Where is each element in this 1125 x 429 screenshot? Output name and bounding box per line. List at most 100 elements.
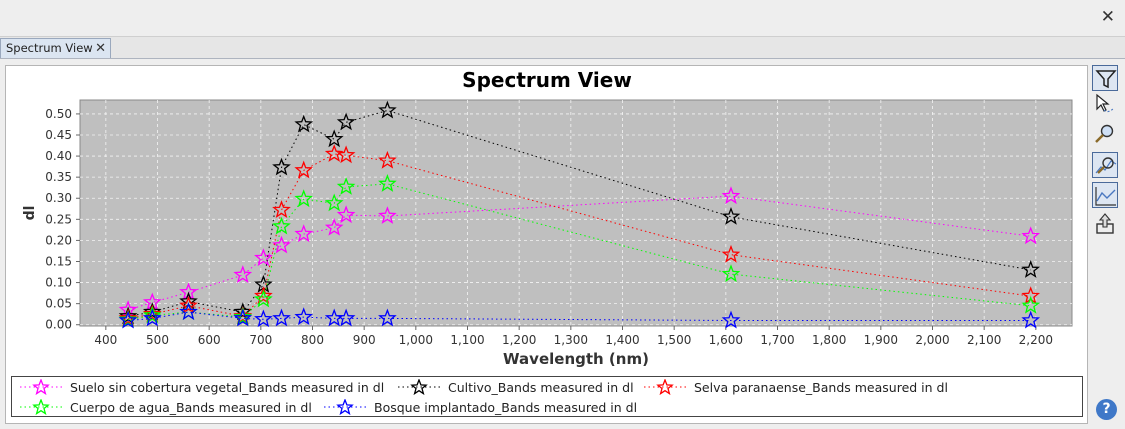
data-point[interactable] <box>142 302 162 321</box>
x-tick-label: 800 <box>301 333 324 347</box>
data-point[interactable] <box>142 304 162 323</box>
chart-title: Spectrum View <box>462 68 632 92</box>
legend-swatch <box>324 399 366 415</box>
x-tick-label: 1,300 <box>554 333 588 347</box>
x-tick-label: 600 <box>198 333 221 347</box>
data-point[interactable] <box>378 100 397 119</box>
data-point[interactable] <box>294 307 314 326</box>
y-tick-label: 0.00 <box>45 318 72 332</box>
data-point[interactable] <box>336 112 356 131</box>
x-tick-label: 1,100 <box>450 333 484 347</box>
legend-item: Selva paranaense_Bands measured in dl <box>644 379 948 395</box>
legend-swatch <box>20 379 62 395</box>
data-point[interactable] <box>1021 226 1041 245</box>
data-point[interactable] <box>254 289 273 308</box>
x-tick-label: 1,500 <box>657 333 691 347</box>
tab-spectrum-view[interactable]: Spectrum View ✕ <box>0 38 111 58</box>
x-axis-label: Wavelength (nm) <box>503 350 649 368</box>
plot-area <box>79 99 1073 327</box>
data-point[interactable] <box>294 160 314 179</box>
data-point[interactable] <box>118 310 138 329</box>
data-point[interactable] <box>272 216 291 235</box>
data-point[interactable] <box>272 308 291 327</box>
data-point[interactable] <box>294 224 314 243</box>
data-point[interactable] <box>272 200 291 218</box>
spectrum-chart[interactable]: Spectrum View 0.000.050.100.150.200.250.… <box>0 0 1090 425</box>
legend-item: Cuerpo de agua_Bands measured in dl <box>20 399 312 415</box>
x-tick-label: 2,000 <box>915 333 949 347</box>
data-point[interactable] <box>721 310 741 329</box>
data-point[interactable] <box>179 282 198 301</box>
legend-label: Cuerpo de agua_Bands measured in dl <box>70 399 312 415</box>
y-tick-label: 0.50 <box>45 107 72 121</box>
close-icon[interactable]: ✕ <box>1100 7 1115 27</box>
x-tick-label: 2,100 <box>967 333 1001 347</box>
data-point[interactable] <box>324 144 344 162</box>
data-point[interactable] <box>378 308 397 327</box>
data-point[interactable] <box>254 309 273 328</box>
select-pointer-icon[interactable] <box>1092 92 1118 118</box>
x-tick-label: 900 <box>353 333 376 347</box>
data-point[interactable] <box>118 309 138 328</box>
data-point[interactable] <box>142 305 162 324</box>
legend-label: Selva paranaense_Bands measured in dl <box>694 379 948 395</box>
export-icon[interactable] <box>1092 211 1118 237</box>
data-point[interactable] <box>233 302 253 321</box>
legend-label: Bosque implantado_Bands measured in dl <box>374 399 638 415</box>
data-point[interactable] <box>336 205 356 224</box>
x-axis: 400 500 600 700 800 900 1,000 1,100 1,200 1,300 1,… <box>94 326 1053 347</box>
data-point[interactable] <box>336 177 356 195</box>
data-point[interactable] <box>721 264 741 283</box>
data-point[interactable] <box>118 308 138 327</box>
data-point[interactable] <box>142 308 162 327</box>
data-point[interactable] <box>233 306 253 325</box>
line-chart-icon[interactable] <box>1092 182 1118 208</box>
data-point[interactable] <box>336 145 356 164</box>
y-tick-label: 0.30 <box>45 191 72 205</box>
data-point[interactable] <box>1021 295 1041 314</box>
x-tick-label: 1,200 <box>502 333 536 347</box>
legend-label: Suelo sin cobertura vegetal_Bands measur… <box>70 379 385 395</box>
data-point[interactable] <box>378 206 397 224</box>
data-point[interactable] <box>1021 260 1041 278</box>
filter-icon[interactable] <box>1092 65 1118 91</box>
x-tick-label: 1,400 <box>605 333 639 347</box>
data-point[interactable] <box>233 308 253 327</box>
data-point[interactable] <box>1021 310 1041 329</box>
data-point[interactable] <box>721 186 741 205</box>
window-titlebar: ✕ <box>0 0 1125 37</box>
legend-item: Cultivo_Bands measured in dl <box>398 379 634 395</box>
data-point[interactable] <box>324 193 344 212</box>
data-point[interactable] <box>233 265 253 283</box>
legend-item: Suelo sin cobertura vegetal_Bands measur… <box>20 379 384 395</box>
data-point[interactable] <box>721 206 741 225</box>
data-point[interactable] <box>378 174 397 192</box>
data-point[interactable] <box>721 244 741 263</box>
y-tick-label: 0.05 <box>45 297 72 311</box>
x-tick-label: 400 <box>94 333 117 347</box>
series-line <box>128 153 1031 319</box>
data-point[interactable] <box>254 286 273 304</box>
legend-swatch <box>20 399 62 415</box>
data-point[interactable] <box>254 248 273 267</box>
data-point[interactable] <box>294 189 314 208</box>
help-icon[interactable]: ? <box>1096 399 1117 420</box>
data-point[interactable] <box>324 217 344 236</box>
y-tick-label: 0.45 <box>45 128 72 142</box>
x-tick-label: 500 <box>146 333 169 347</box>
zoom-all-icon[interactable] <box>1092 152 1118 178</box>
data-point[interactable] <box>179 302 198 321</box>
data-point[interactable] <box>294 114 314 133</box>
data-point[interactable] <box>179 295 198 314</box>
y-tick-label: 0.40 <box>45 149 72 163</box>
y-axis-label: dl <box>22 206 38 221</box>
data-point[interactable] <box>378 150 397 169</box>
data-point[interactable] <box>336 308 356 327</box>
data-point[interactable] <box>272 235 291 254</box>
tab-close-icon[interactable]: ✕ <box>95 41 106 56</box>
data-point[interactable] <box>272 157 291 176</box>
zoom-in-icon[interactable] <box>1092 121 1118 147</box>
y-tick-label: 0.15 <box>45 254 72 268</box>
data-point[interactable] <box>233 307 253 326</box>
data-point[interactable] <box>324 129 344 148</box>
